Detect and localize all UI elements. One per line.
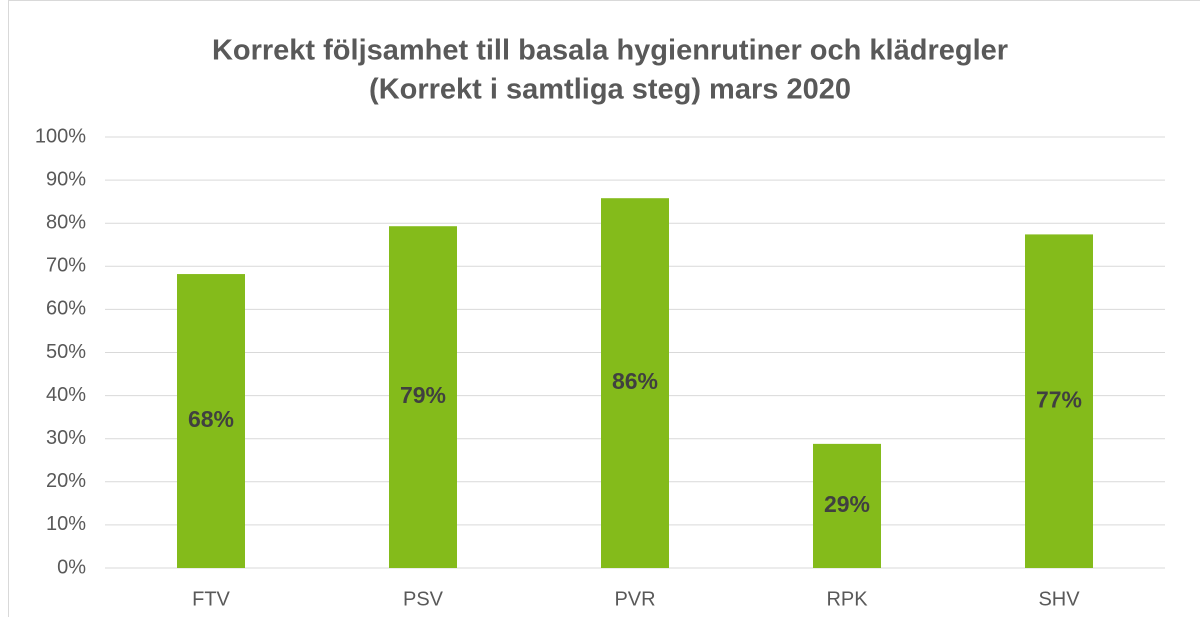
bar <box>601 198 669 568</box>
x-tick-label: PVR <box>614 588 655 610</box>
bar <box>1025 234 1093 568</box>
data-label: 29% <box>824 491 870 517</box>
y-tick-label: 20% <box>46 470 86 492</box>
y-tick-label: 10% <box>46 513 86 535</box>
y-tick-label: 0% <box>57 556 86 578</box>
y-tick-label: 90% <box>46 168 86 190</box>
x-tick-label: PSV <box>403 588 444 610</box>
data-label: 68% <box>188 406 234 432</box>
bar <box>177 274 245 568</box>
y-tick-label: 80% <box>46 211 86 233</box>
data-label: 77% <box>1036 386 1082 412</box>
x-tick-label: SHV <box>1038 588 1080 610</box>
x-tick-label: FTV <box>192 588 230 610</box>
chart-border <box>8 0 1200 617</box>
data-label: 79% <box>400 382 446 408</box>
chart-title: Korrekt följsamhet till basala hygienrut… <box>212 35 1008 67</box>
chart-title: (Korrekt i samtliga steg) mars 2020 <box>369 74 851 106</box>
y-tick-label: 40% <box>46 384 86 406</box>
x-tick-label: RPK <box>826 588 868 610</box>
y-tick-label: 100% <box>35 125 86 147</box>
bar <box>389 226 457 569</box>
y-tick-label: 70% <box>46 255 86 277</box>
bar <box>813 443 881 568</box>
y-tick-label: 30% <box>46 427 86 449</box>
y-tick-label: 50% <box>46 341 86 363</box>
y-tick-label: 60% <box>46 298 86 320</box>
data-label: 86% <box>612 368 658 394</box>
